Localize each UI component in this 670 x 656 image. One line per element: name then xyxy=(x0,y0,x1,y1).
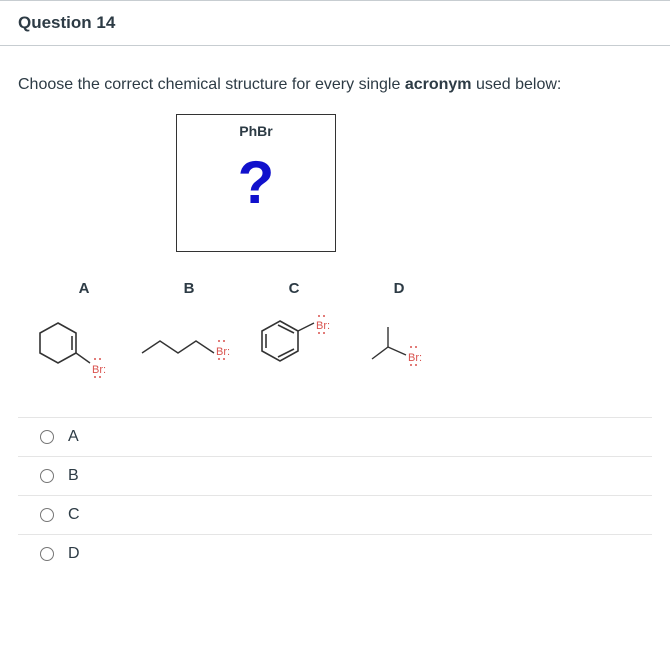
question-header: Question 14 xyxy=(0,0,670,46)
structure-a: Br: xyxy=(28,315,128,387)
question-body: Choose the correct chemical structure fo… xyxy=(0,46,670,591)
radio-c[interactable] xyxy=(40,508,54,522)
option-label-c: C xyxy=(68,506,80,524)
question-title: Question 14 xyxy=(18,13,115,32)
radio-a[interactable] xyxy=(40,430,54,444)
col-label-d: D xyxy=(389,280,409,297)
prompt-before: Choose the correct chemical structure fo… xyxy=(18,76,405,93)
option-row-c[interactable]: C xyxy=(18,496,652,535)
option-row-a[interactable]: A xyxy=(18,418,652,457)
radio-b[interactable] xyxy=(40,469,54,483)
structures-row: Br: Br: Br: Br: xyxy=(18,315,652,387)
structure-box: PhBr ? xyxy=(176,114,336,252)
br-label-b: Br: xyxy=(216,346,230,358)
box-acronym: PhBr xyxy=(239,123,272,139)
radio-d[interactable] xyxy=(40,547,54,561)
prompt-bold: acronym xyxy=(405,76,472,93)
option-row-b[interactable]: B xyxy=(18,457,652,496)
br-label-c: Br: xyxy=(316,320,330,332)
col-label-b: B xyxy=(179,280,199,297)
br-label-a: Br: xyxy=(92,364,106,376)
prompt-after: used below: xyxy=(472,76,562,93)
option-label-b: B xyxy=(68,467,79,485)
question-mark-icon: ? xyxy=(238,153,275,213)
question-prompt: Choose the correct chemical structure fo… xyxy=(18,76,652,94)
structure-box-container: PhBr ? xyxy=(18,114,652,252)
col-label-c: C xyxy=(284,280,304,297)
option-label-a: A xyxy=(68,428,79,446)
br-label-d: Br: xyxy=(408,352,422,364)
answer-options: A B C D xyxy=(18,417,652,573)
column-labels: A B C D xyxy=(18,280,652,297)
structure-c: Br: xyxy=(250,315,360,381)
option-row-d[interactable]: D xyxy=(18,535,652,573)
structure-b: Br: xyxy=(136,323,246,379)
col-label-a: A xyxy=(74,280,94,297)
option-label-d: D xyxy=(68,545,80,563)
structure-d: Br: xyxy=(362,321,462,381)
